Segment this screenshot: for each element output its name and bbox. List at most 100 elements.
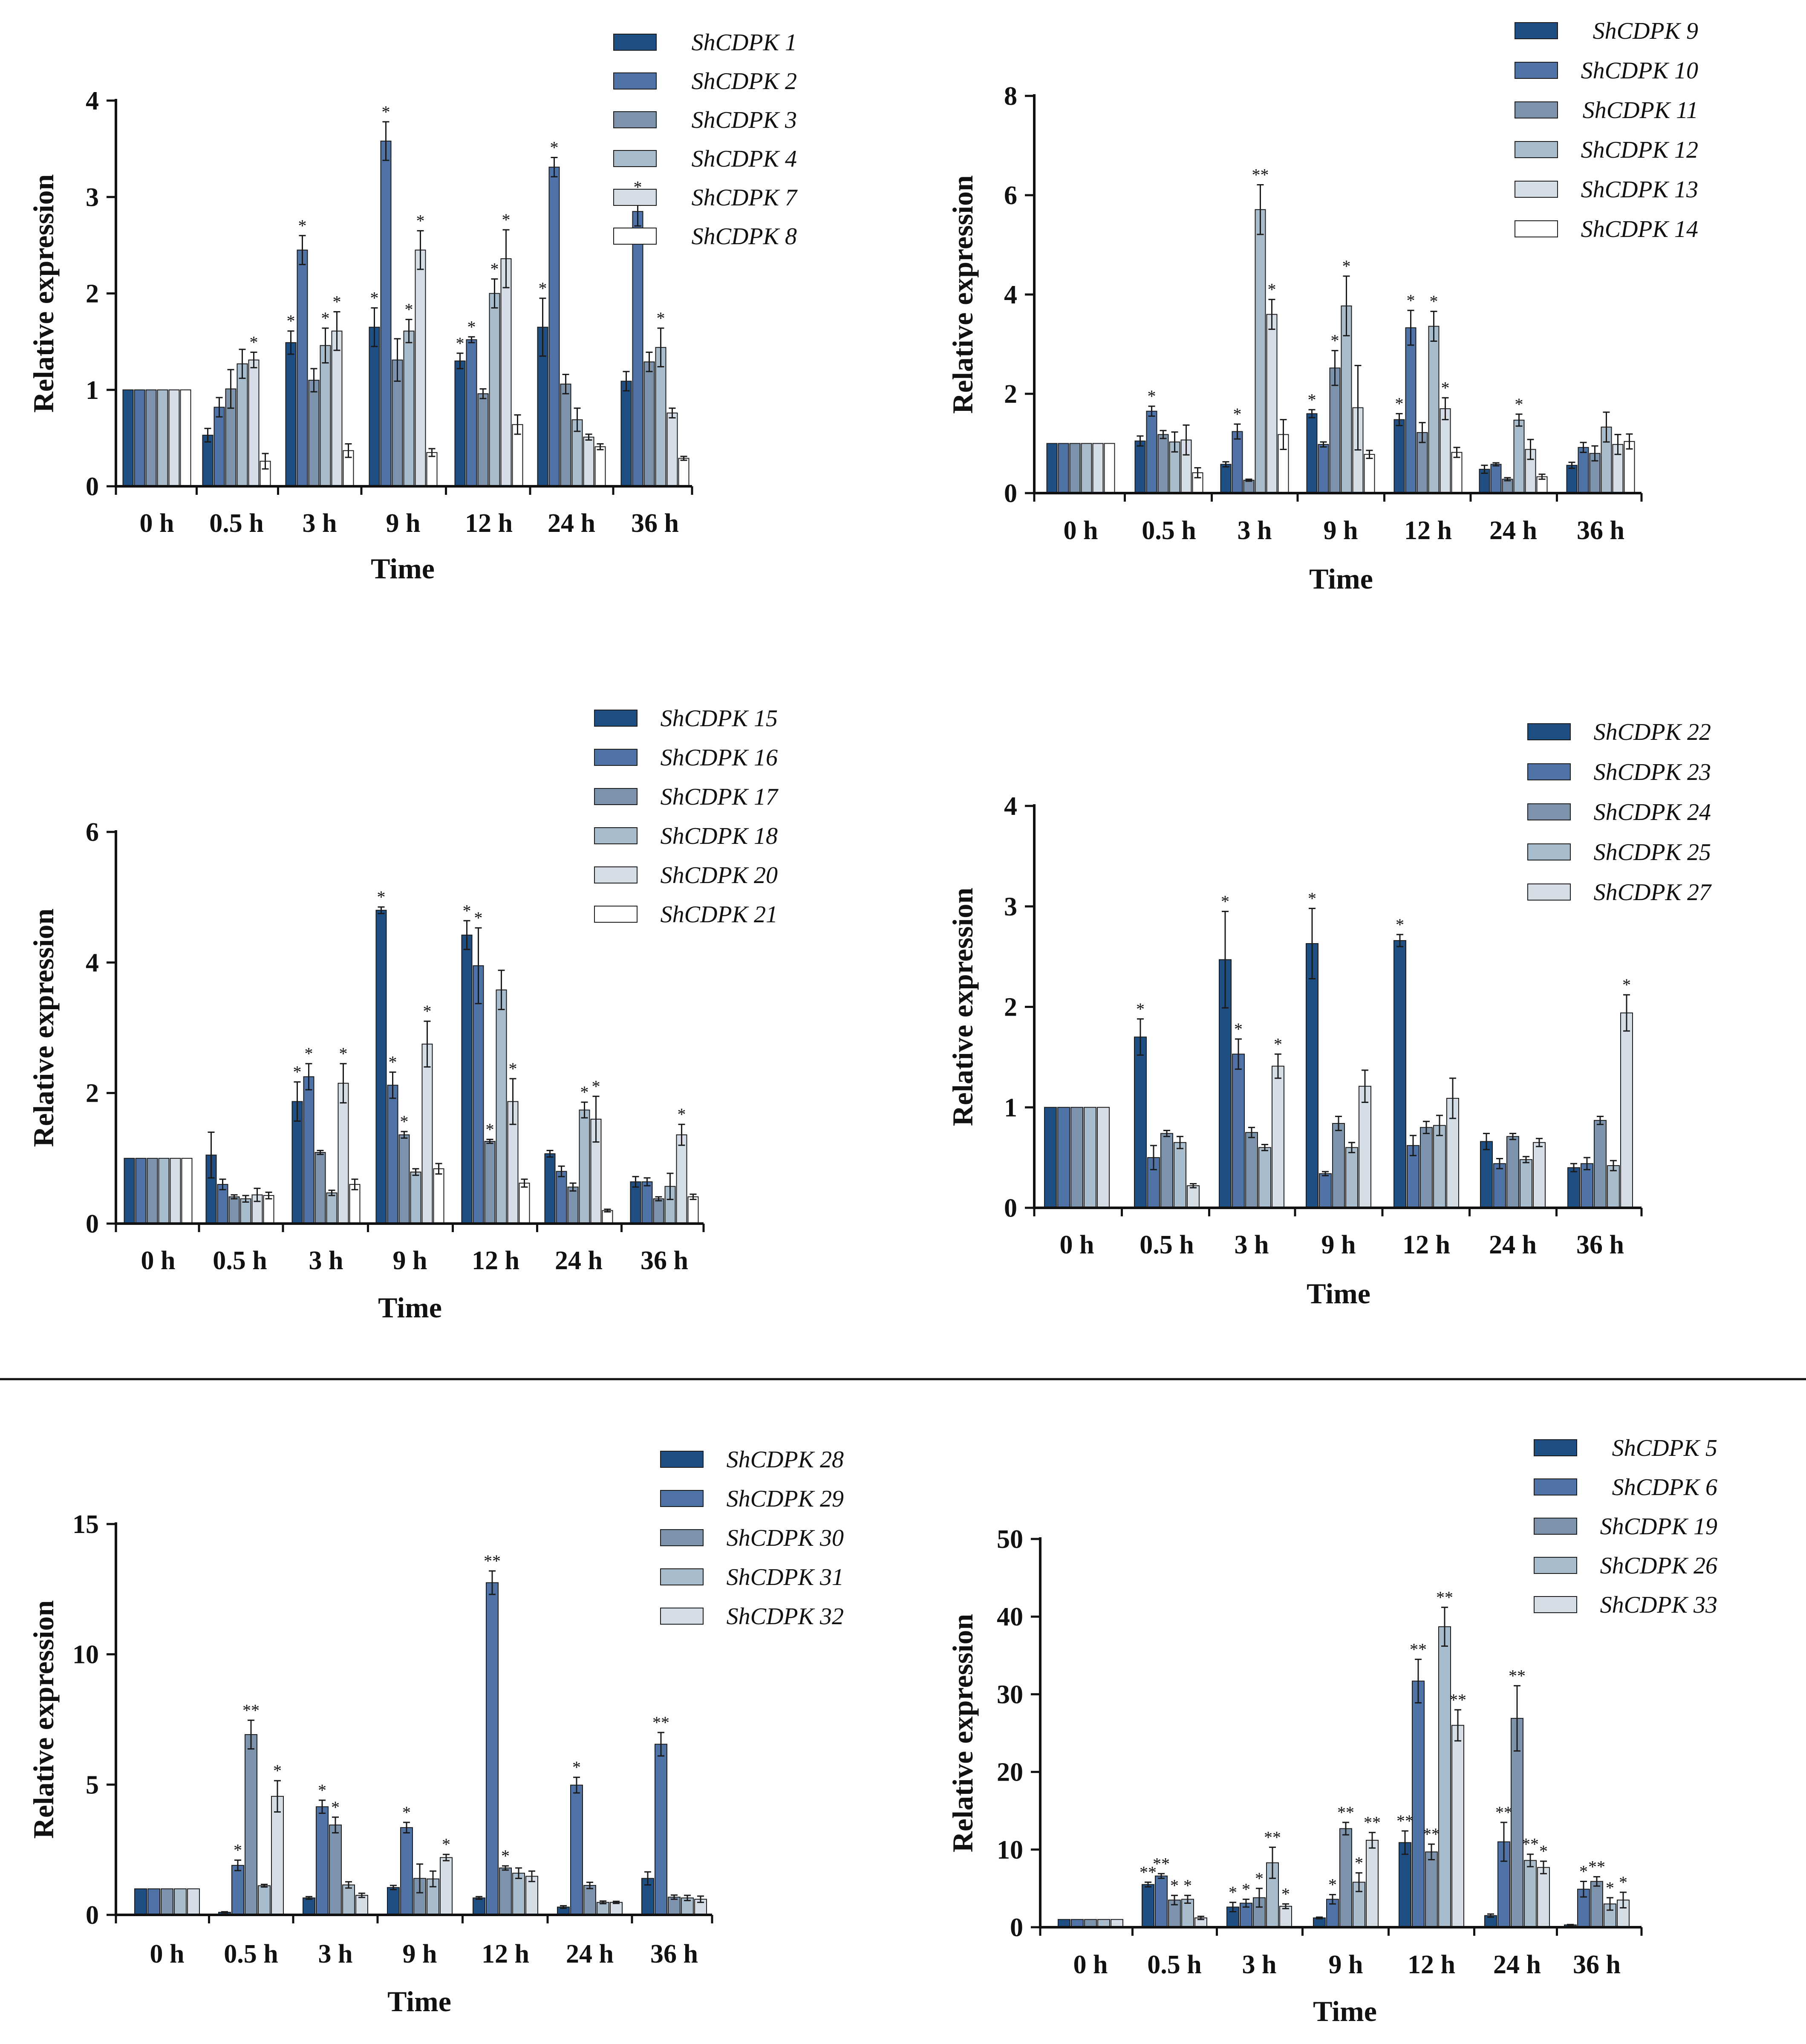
legend-label: ShCDPK 29 [727, 1486, 844, 1512]
legend-label: ShCDPK 5 [1612, 1435, 1717, 1461]
x-tick-label: 0 h [1073, 1950, 1108, 1979]
x-tick-label: 24 h [1489, 1230, 1537, 1259]
significance-mark: * [509, 1059, 517, 1078]
significance-mark: * [1308, 889, 1316, 908]
bar [237, 363, 248, 487]
legend-label: ShCDPK 6 [1612, 1474, 1717, 1501]
legend-swatch [1515, 62, 1558, 79]
bar [297, 249, 308, 487]
bar [1345, 1147, 1358, 1209]
significance-mark: * [1331, 331, 1339, 350]
significance-mark: * [456, 334, 464, 353]
legend-swatch [594, 788, 638, 805]
bar [1393, 940, 1406, 1208]
bar [170, 1158, 181, 1224]
significance-mark: * [1229, 1883, 1237, 1902]
legend-swatch [1515, 220, 1558, 237]
legend-label: ShCDPK 8 [692, 223, 797, 250]
legend-label: ShCDPK 4 [692, 146, 797, 172]
bar [1566, 465, 1578, 494]
legend-label: ShCDPK 33 [1600, 1592, 1717, 1618]
bar [1524, 1860, 1537, 1928]
x-tick-label: 0 h [1064, 516, 1098, 545]
significance-mark: * [1234, 1019, 1243, 1039]
legend-label: ShCDPK 9 [1593, 18, 1698, 44]
legend: ShCDPK 15 ShCDPK 16 ShCDPK 17 ShCDPK 18 ShCD… [594, 705, 779, 928]
bar [1318, 444, 1329, 494]
bar [1319, 1173, 1332, 1208]
bar [433, 1168, 444, 1224]
x-tick-label: 36 h [631, 509, 679, 538]
bar [147, 1888, 160, 1916]
significance-mark: ** [1588, 1857, 1605, 1877]
significance-mark: * [1308, 390, 1316, 409]
significance-mark: * [442, 1835, 450, 1854]
y-tick-label: 2 [86, 280, 99, 309]
bar [1393, 419, 1405, 494]
bar [1134, 1036, 1147, 1209]
bar [400, 1827, 413, 1915]
bar [134, 389, 145, 487]
y-tick-label: 4 [1004, 280, 1017, 309]
bar [421, 1043, 433, 1224]
bar [687, 1196, 699, 1224]
bar [231, 1865, 244, 1916]
bar [681, 1897, 694, 1915]
legend-label: ShCDPK 24 [1594, 799, 1711, 826]
bar [314, 1152, 326, 1224]
y-tick-label: 0 [1004, 479, 1017, 508]
significance-mark: * [467, 317, 476, 336]
bar [349, 1184, 361, 1224]
significance-mark: ** [1436, 1588, 1453, 1607]
legend-swatch [660, 1568, 704, 1585]
bar [602, 1210, 613, 1224]
bar [653, 1198, 664, 1224]
bar [1607, 1165, 1620, 1209]
significance-mark: ** [1364, 1813, 1381, 1832]
x-tick-label: 9 h [403, 1940, 437, 1969]
bar [320, 345, 331, 487]
bar [1339, 1828, 1352, 1928]
legend-swatch [613, 189, 657, 206]
legend-label: ShCDPK 30 [727, 1525, 844, 1551]
x-tick-label: 0.5 h [224, 1940, 278, 1969]
bar [1341, 305, 1352, 494]
bar [181, 1158, 193, 1224]
bar [410, 1171, 421, 1224]
x-tick-label: 24 h [548, 509, 595, 538]
significance-mark: * [1268, 280, 1276, 299]
bar [135, 1158, 147, 1224]
legend-swatch [613, 228, 657, 245]
bar [1306, 943, 1318, 1209]
x-tick-label: 9 h [1324, 516, 1358, 545]
bar [1480, 1141, 1493, 1209]
bar [168, 389, 180, 487]
bar [1070, 1107, 1083, 1208]
bar [1332, 1123, 1345, 1208]
y-tick-label: 5 [86, 1770, 99, 1799]
legend-label: ShCDPK 7 [692, 185, 798, 211]
legend-swatch [1534, 1478, 1577, 1495]
x-tick-label: 36 h [640, 1246, 688, 1275]
bar [187, 1888, 200, 1916]
bar [157, 389, 168, 487]
bar [630, 1181, 641, 1224]
bar [245, 1734, 257, 1915]
y-tick-label: 0 [86, 472, 99, 501]
y-axis-title: Relative expression [27, 1600, 60, 1839]
bar [473, 1897, 485, 1915]
x-tick-label: 9 h [386, 509, 421, 538]
x-tick-label: 3 h [1238, 516, 1272, 545]
bar [147, 1158, 158, 1224]
bar [1359, 1086, 1371, 1208]
bar [1104, 443, 1115, 494]
bar [454, 360, 466, 487]
bar [1069, 443, 1081, 494]
bar [285, 342, 297, 487]
significance-mark: * [1579, 1862, 1588, 1881]
bar [1057, 1107, 1070, 1208]
legend-swatch [1534, 1557, 1577, 1574]
significance-mark: ** [652, 1713, 669, 1732]
bar [499, 1867, 512, 1915]
